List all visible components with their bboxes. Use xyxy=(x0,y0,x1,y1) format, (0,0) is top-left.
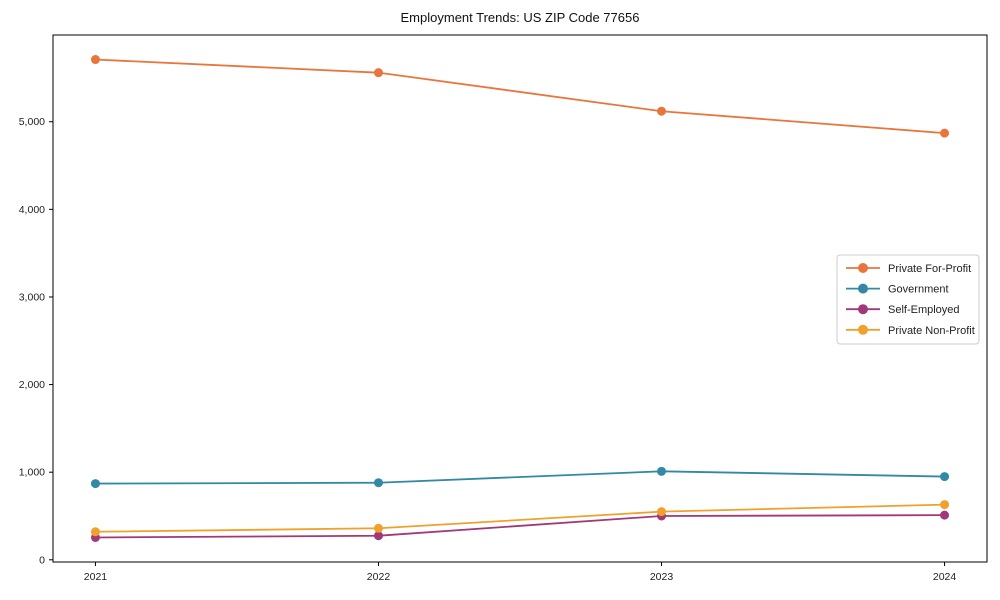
data-point-self-employed-2022 xyxy=(373,531,383,541)
data-point-private-for-profit-2023 xyxy=(657,106,667,116)
data-point-private-non-profit-2021 xyxy=(90,527,100,537)
x-axis-tick-label: 2021 xyxy=(84,571,108,583)
y-axis-tick-label: 1,000 xyxy=(19,467,45,479)
legend-marker-icon-private-for-profit xyxy=(858,263,868,273)
series-line-self-employed xyxy=(94,514,946,539)
y-axis-tick-label: 2,000 xyxy=(19,379,45,391)
legend-marker-icon-government xyxy=(858,283,868,294)
data-point-private-for-profit-2022 xyxy=(373,68,383,78)
y-axis-tick-label: 4,000 xyxy=(19,204,45,216)
legend-label-self-employed: Self-Employed xyxy=(888,304,960,316)
y-axis-tick-label: 0 xyxy=(39,554,45,566)
y-axis-tick-label: 5,000 xyxy=(19,116,45,128)
data-point-government-2023 xyxy=(657,466,667,476)
series-line-private-non-profit xyxy=(94,503,946,533)
series-line-private-for-profit xyxy=(94,58,946,135)
legend-marker-icon-self-employed xyxy=(858,304,868,315)
legend-marker-icon-private-non-profit xyxy=(858,324,868,335)
data-point-private-for-profit-2021 xyxy=(90,55,100,65)
y-axis-tick-label: 3,000 xyxy=(19,291,45,303)
data-point-private-non-profit-2022 xyxy=(373,523,383,533)
data-point-government-2024 xyxy=(940,472,950,482)
plot-border xyxy=(52,34,988,563)
legend xyxy=(836,254,980,345)
x-axis-tick-label: 2023 xyxy=(650,571,674,583)
data-point-private-for-profit-2024 xyxy=(940,128,950,138)
legend-label-government: Government xyxy=(888,284,949,296)
series-line-government xyxy=(94,470,946,485)
data-point-private-non-profit-2023 xyxy=(657,507,667,517)
x-axis-tick-label: 2022 xyxy=(367,571,391,583)
data-point-private-non-profit-2024 xyxy=(940,500,950,510)
data-point-government-2021 xyxy=(90,479,100,489)
legend-label-private-non-profit: Private Non-Profit xyxy=(888,325,975,337)
legend-label-private-for-profit: Private For-Profit xyxy=(888,263,971,275)
chart-title: Employment Trends: US ZIP Code 77656 xyxy=(400,10,640,25)
data-point-self-employed-2024 xyxy=(940,510,950,520)
data-point-government-2022 xyxy=(373,478,383,488)
x-axis-tick-label: 2024 xyxy=(933,571,957,583)
